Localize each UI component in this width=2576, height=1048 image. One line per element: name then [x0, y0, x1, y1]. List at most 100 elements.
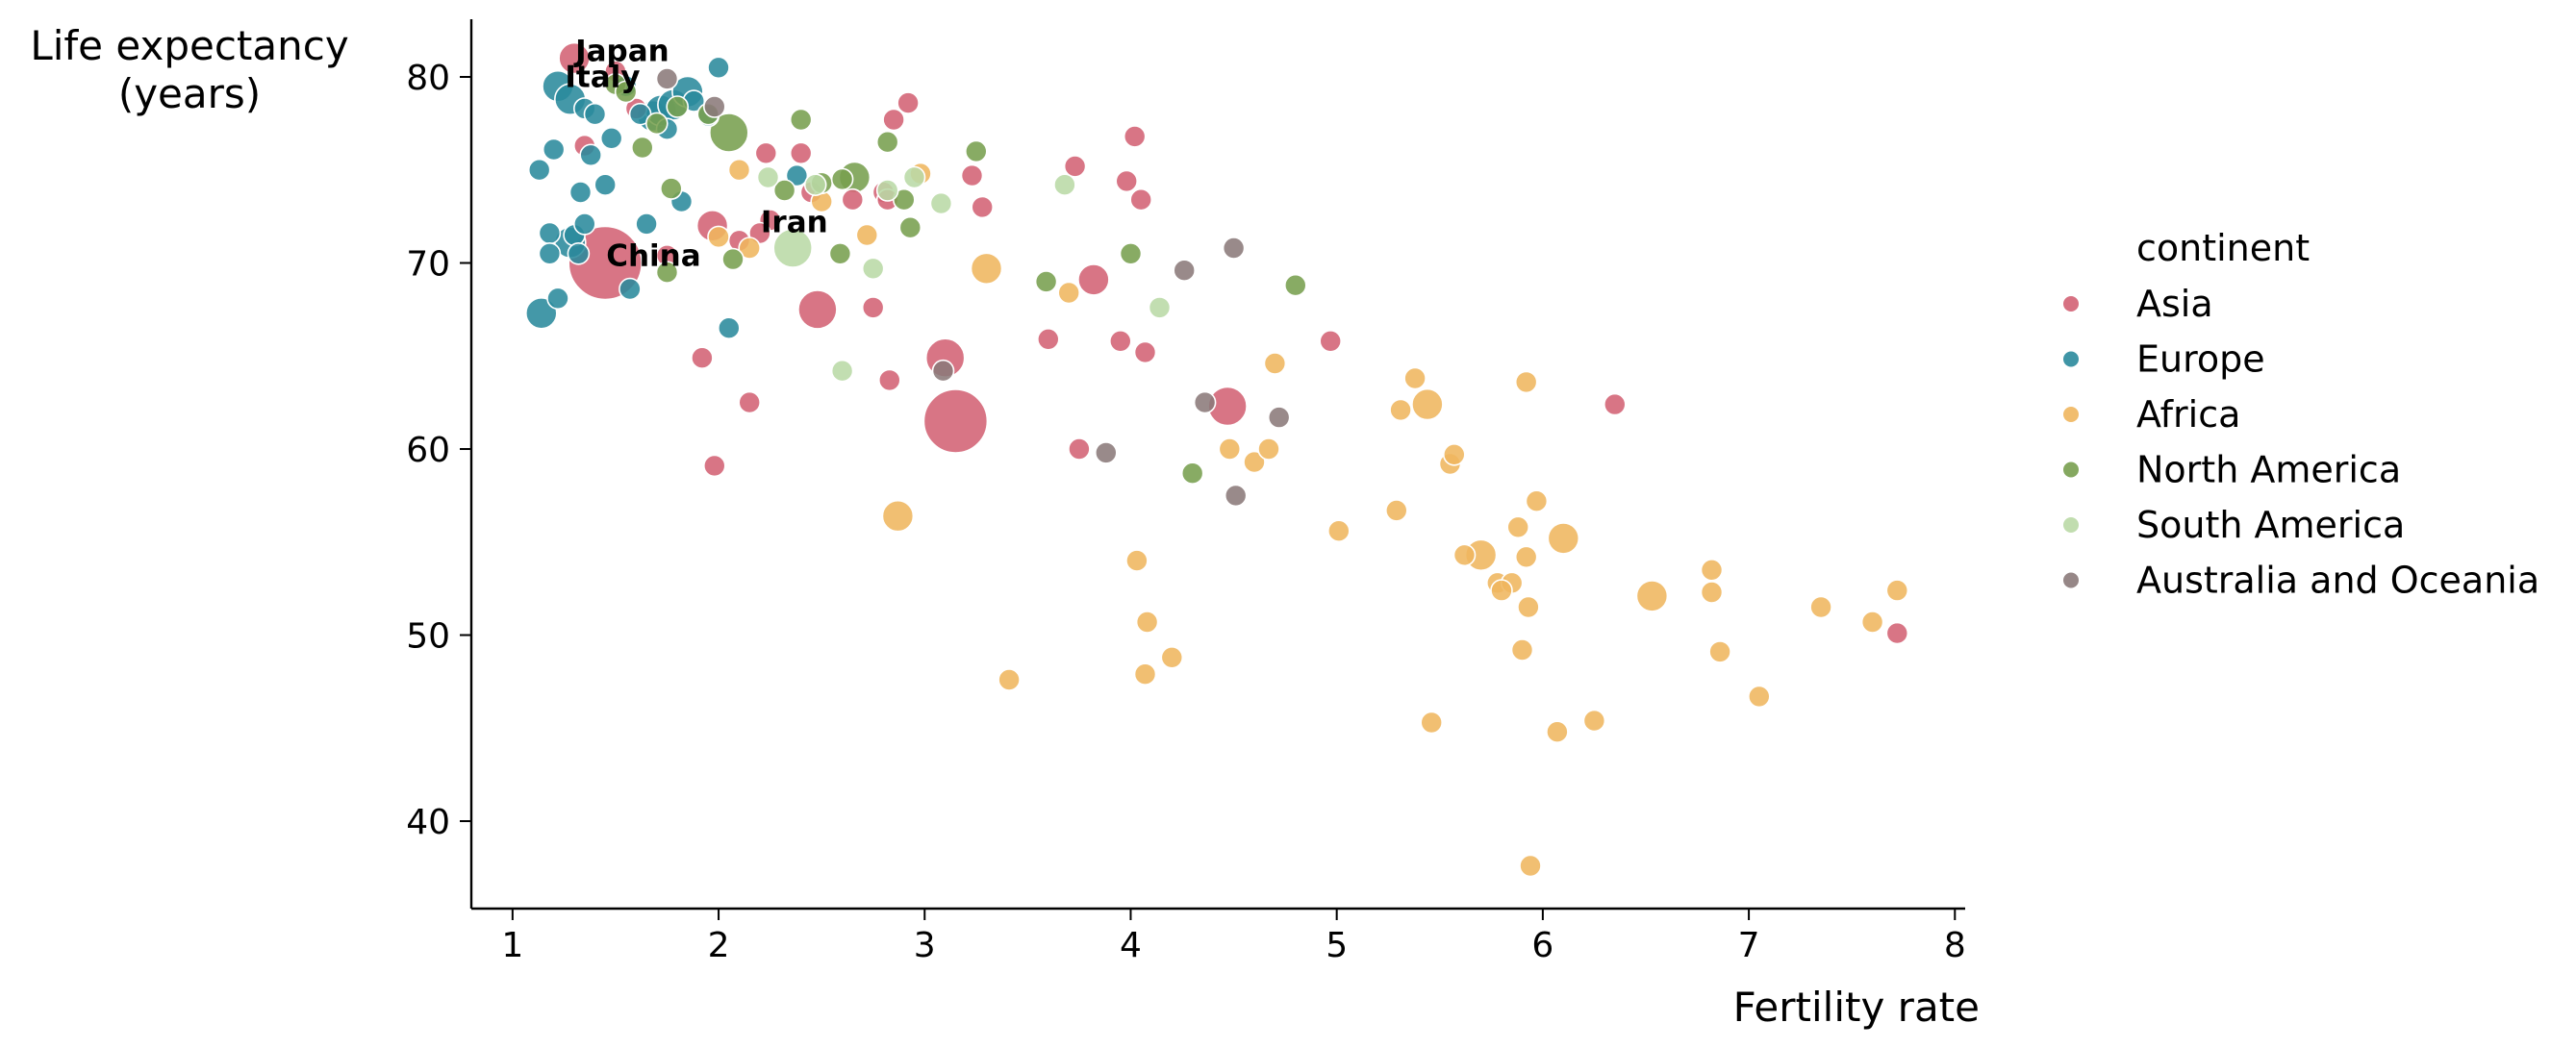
data-point-africa — [1525, 489, 1549, 513]
data-point-australia-and-oceania — [702, 95, 726, 118]
legend-marker — [2063, 407, 2079, 422]
legend-marker — [2063, 296, 2079, 312]
data-point-australia-and-oceania — [1224, 484, 1248, 508]
x-tick-label: 7 — [1738, 926, 1760, 965]
data-point-asia — [702, 454, 726, 478]
data-point-north-america — [1180, 462, 1204, 486]
data-point-africa — [1860, 611, 1884, 634]
x-tick-label: 4 — [1120, 926, 1142, 965]
data-point-asia — [1604, 392, 1627, 416]
data-point-south-america — [875, 179, 899, 202]
data-point-south-america — [772, 228, 814, 268]
legend-marker — [2063, 462, 2079, 478]
data-point-africa — [1582, 709, 1606, 733]
data-point-africa — [1420, 711, 1443, 735]
data-point-europe — [593, 173, 618, 196]
y-tick-label: 80 — [406, 59, 450, 98]
data-point-africa — [1514, 370, 1538, 394]
data-point-africa — [970, 252, 1003, 286]
data-point-africa — [1160, 645, 1184, 669]
data-point-africa — [1257, 437, 1280, 461]
data-point-africa — [881, 499, 915, 533]
data-point-africa — [1748, 685, 1771, 709]
data-point-africa — [1490, 579, 1513, 602]
data-point-africa — [1452, 543, 1477, 567]
data-point-europe — [542, 137, 566, 162]
data-point-europe — [546, 287, 569, 311]
x-tick-label: 2 — [708, 926, 730, 965]
data-point-australia-and-oceania — [1222, 237, 1246, 260]
x-tick-label: 6 — [1531, 926, 1553, 965]
data-point-africa — [1547, 522, 1580, 555]
data-point-africa — [1809, 595, 1832, 619]
data-point-asia — [882, 108, 905, 132]
legend-label: Africa — [2136, 393, 2240, 436]
data-point-asia — [1077, 263, 1110, 296]
data-point-africa — [1135, 611, 1159, 634]
data-point-australia-and-oceania — [1193, 390, 1217, 414]
data-point-africa — [1411, 387, 1444, 421]
data-point-asia — [1109, 329, 1132, 353]
legend-marker — [2063, 572, 2079, 588]
data-point-north-america — [655, 261, 679, 285]
y-tick-label: 60 — [406, 431, 450, 470]
data-point-africa — [1708, 640, 1731, 663]
data-point-south-america — [830, 359, 854, 383]
data-point-australia-and-oceania — [1267, 406, 1291, 429]
data-point-australia-and-oceania — [1173, 259, 1196, 283]
data-point-europe — [707, 56, 730, 80]
data-point-europe — [599, 127, 623, 150]
x-axis-title: Fertility rate — [1733, 984, 1980, 1031]
data-point-north-america — [614, 80, 638, 104]
data-point-africa — [1385, 499, 1408, 522]
legend: continent Asia Europe Africa North America So… — [2063, 227, 2539, 602]
data-point-africa — [738, 237, 762, 260]
data-point-europe — [717, 316, 741, 340]
data-point-europe — [785, 163, 809, 187]
data-point-asia — [1129, 187, 1152, 212]
data-point-africa — [1517, 595, 1540, 619]
data-point-africa — [707, 225, 730, 249]
legend-marker — [2063, 517, 2079, 533]
data-point-africa — [855, 223, 879, 247]
data-point-europe — [567, 241, 591, 265]
data-point-north-america — [789, 108, 813, 132]
data-point-africa — [1635, 580, 1669, 612]
data-point-asia — [960, 163, 984, 187]
data-point-africa — [1263, 352, 1287, 375]
data-point-europe — [568, 181, 593, 204]
annotation-label: Japan — [573, 35, 669, 69]
data-point-africa — [1327, 519, 1351, 543]
data-point-australia-and-oceania — [1095, 441, 1118, 464]
data-point-north-america — [772, 179, 796, 202]
y-tick-label: 40 — [406, 803, 450, 842]
data-point-africa — [1700, 581, 1724, 604]
x-tick-label: 1 — [501, 926, 523, 965]
annotation-label: Iran — [761, 206, 828, 240]
data-point-south-america — [756, 165, 780, 189]
data-point-africa — [1243, 450, 1266, 474]
data-point-africa — [727, 158, 751, 182]
data-point-south-america — [1053, 173, 1076, 196]
data-point-asia — [841, 187, 865, 212]
legend-marker — [2063, 351, 2079, 367]
data-point-north-america — [898, 215, 922, 239]
data-point-asia — [558, 41, 591, 75]
data-point-asia — [1123, 125, 1147, 148]
data-point-africa — [1057, 281, 1080, 305]
y-tick-label: 70 — [406, 245, 450, 285]
data-point-asia — [754, 141, 778, 165]
data-point-asia — [897, 91, 920, 114]
data-point-africa — [1218, 437, 1242, 461]
data-point-europe — [524, 296, 558, 330]
data-point-africa — [1443, 442, 1466, 466]
data-point-europe — [572, 212, 596, 236]
x-tick-label: 5 — [1326, 926, 1348, 965]
data-point-north-america — [1119, 241, 1143, 265]
data-point-australia-and-oceania — [655, 67, 679, 90]
data-point-north-america — [830, 167, 854, 191]
data-point-africa — [1519, 854, 1542, 878]
